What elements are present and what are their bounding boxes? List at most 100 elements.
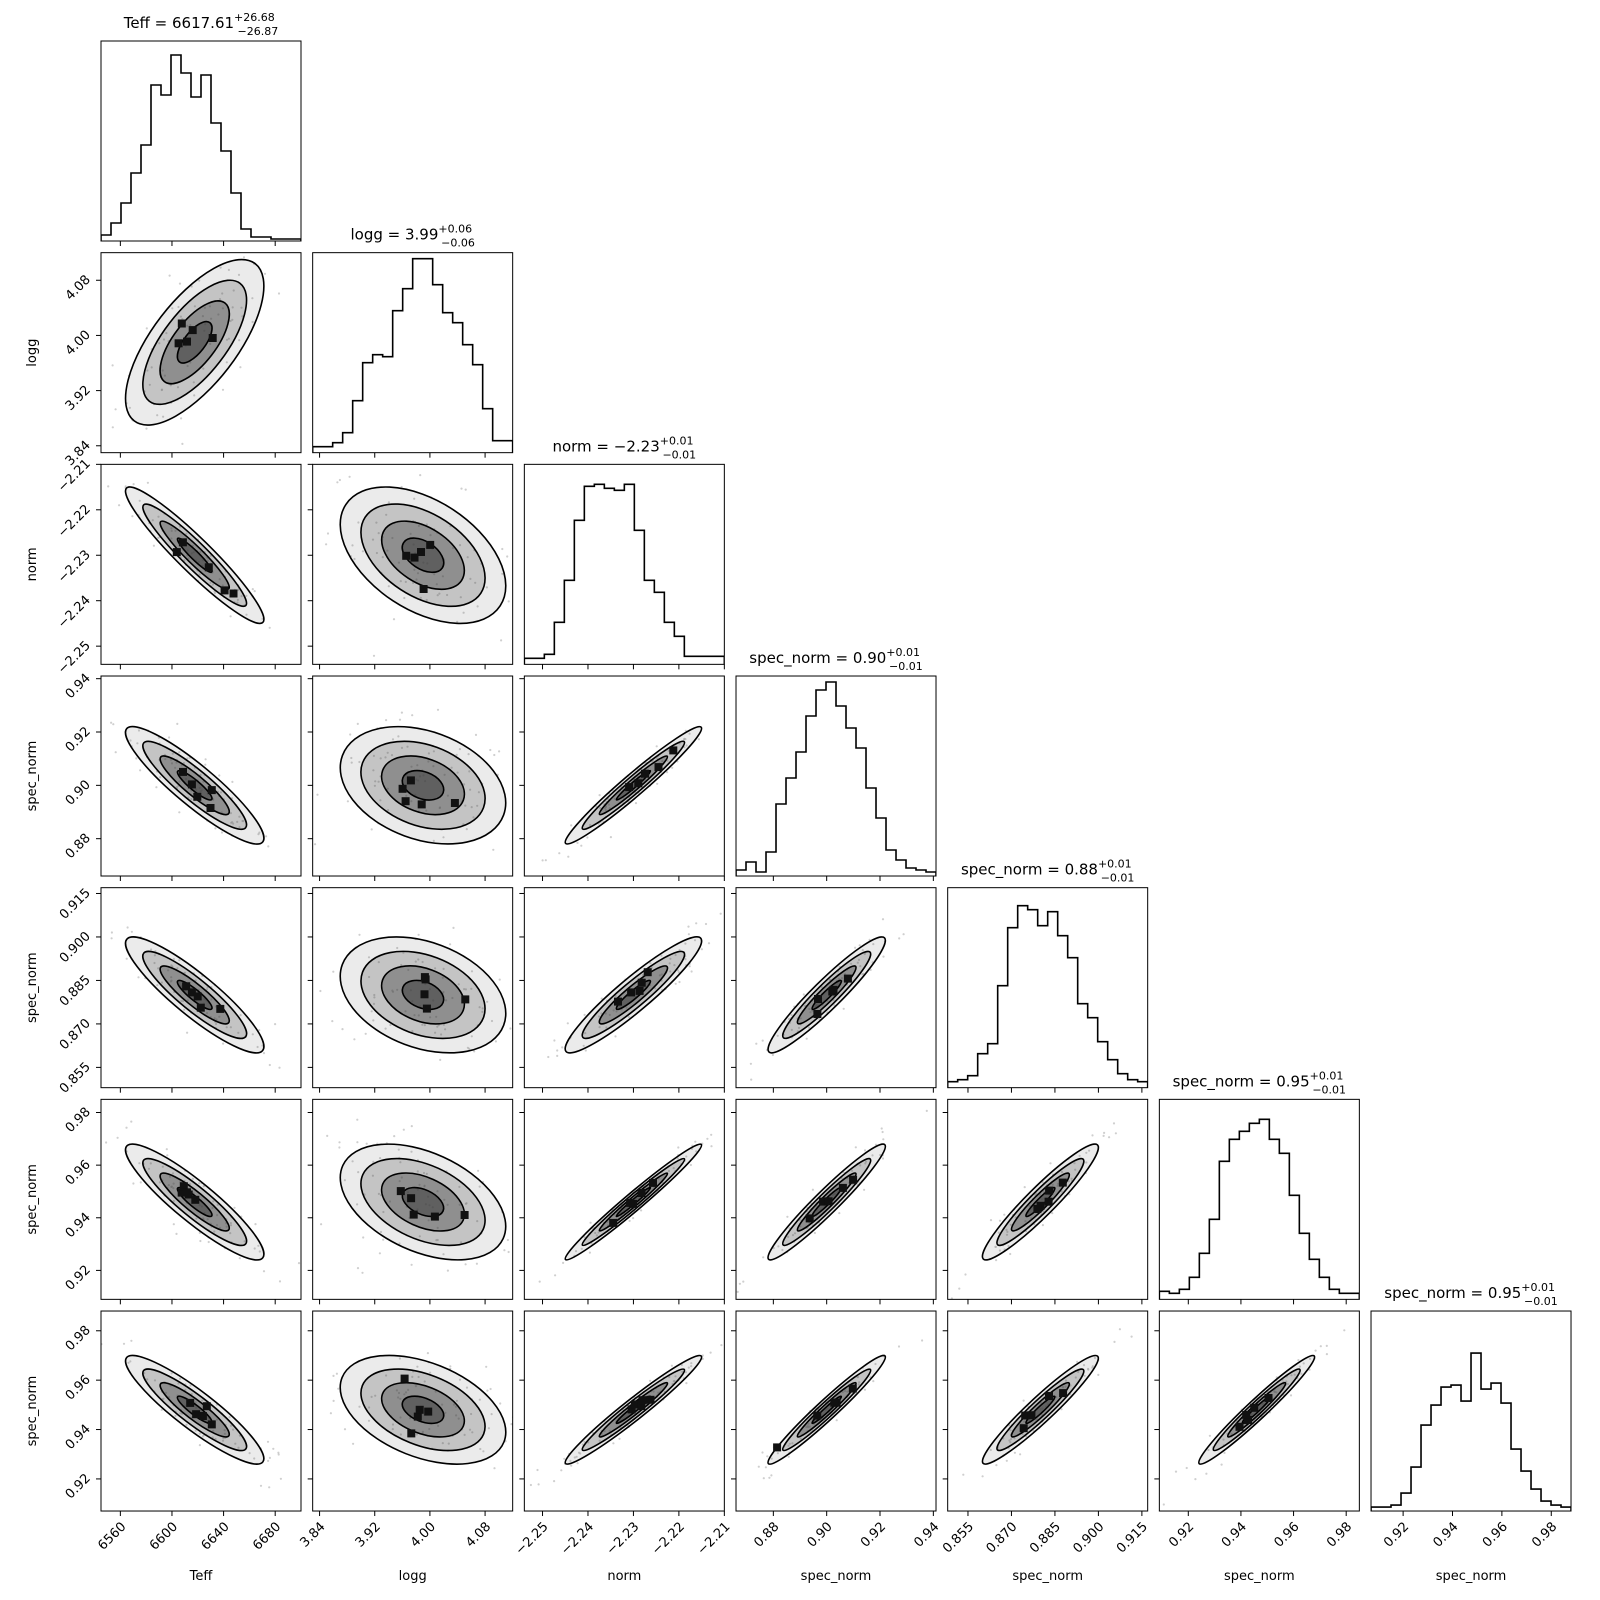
sample-point: [297, 932, 299, 934]
density-peak: [183, 337, 191, 346]
sample-point: [413, 568, 416, 571]
contour-line: [767, 1354, 887, 1465]
density-peak: [819, 1197, 828, 1206]
sample-point: [153, 961, 156, 965]
sample-point: [567, 855, 570, 858]
sample-point: [132, 1182, 135, 1185]
sample-point: [168, 736, 171, 739]
x-tick-label: 0.855: [940, 1519, 977, 1556]
sample-point: [772, 1247, 775, 1250]
sample-point: [110, 721, 113, 724]
sample-point: [239, 1014, 242, 1017]
sample-point: [519, 529, 521, 531]
sample-point: [399, 1397, 402, 1400]
sample-point: [441, 1403, 444, 1406]
sample-point: [396, 988, 399, 991]
sample-point: [437, 1424, 440, 1427]
density-peak: [196, 1003, 205, 1012]
density-peak: [420, 990, 429, 999]
sample-point: [243, 1144, 245, 1146]
scatter-panel-sn1-vs-Teff: 0.88 0.90 0.92 0.94: [63, 671, 302, 882]
sample-point: [163, 374, 166, 377]
sample-point: [167, 969, 170, 972]
sample-point: [674, 1375, 677, 1378]
y-tick-label: 0.915: [57, 886, 94, 923]
sample-point: [1194, 1478, 1197, 1481]
sample-point: [790, 1014, 793, 1017]
sample-point: [191, 1177, 194, 1180]
sample-point: [373, 784, 376, 787]
sample-point: [172, 1223, 175, 1226]
density-peak: [402, 551, 411, 560]
density-peak: [669, 746, 678, 755]
sample-point: [209, 554, 212, 558]
sample-point: [882, 1138, 885, 1141]
sample-point: [678, 980, 681, 984]
sample-point: [460, 487, 463, 490]
contour-line: [598, 755, 669, 816]
sample-point: [667, 749, 670, 752]
sample-point: [178, 1377, 182, 1380]
sample-point: [436, 1190, 439, 1193]
sample-point: [161, 369, 164, 372]
sample-point: [457, 983, 460, 986]
sample-point: [377, 532, 380, 535]
sample-point: [107, 485, 110, 488]
sample-point: [391, 1428, 394, 1431]
contour-line: [142, 279, 248, 406]
sample-point: [570, 824, 573, 827]
sample-point: [245, 594, 248, 597]
sample-point: [464, 488, 467, 491]
sample-point: [168, 274, 171, 277]
sample-point: [222, 1042, 225, 1045]
sample-point: [781, 1248, 784, 1252]
sample-point: [726, 720, 728, 722]
sample-point: [206, 559, 209, 562]
sample-point: [507, 600, 510, 603]
sample-point: [416, 1365, 419, 1368]
sample-point: [278, 1280, 282, 1283]
sample-point: [1005, 1228, 1008, 1231]
density-peak: [400, 1374, 409, 1383]
sample-point: [427, 1219, 430, 1222]
sample-point: [719, 912, 722, 915]
sample-point: [493, 1467, 496, 1470]
sample-point: [146, 1378, 149, 1381]
sample-point: [649, 962, 652, 965]
density-peak: [174, 339, 183, 348]
density-peak: [461, 995, 470, 1004]
sample-point: [419, 474, 422, 477]
density-peak: [183, 1188, 191, 1197]
sample-point: [553, 1480, 556, 1483]
sample-point: [351, 1160, 354, 1163]
sample-point: [416, 764, 419, 767]
sample-point: [174, 1414, 177, 1417]
sample-point: [126, 926, 129, 929]
contour-line: [781, 1157, 872, 1247]
sample-point: [374, 780, 377, 783]
sample-point: [574, 1250, 578, 1253]
sample-point: [863, 1149, 867, 1152]
sample-point: [458, 1185, 461, 1188]
sample-point: [1085, 1161, 1088, 1164]
sample-point: [358, 1405, 361, 1408]
x-axis-label-logg: logg: [399, 1569, 427, 1584]
sample-point: [158, 1181, 161, 1184]
sample-point: [258, 831, 261, 834]
sample-point: [399, 1161, 402, 1164]
sample-point: [1290, 1374, 1293, 1377]
sample-point: [265, 835, 268, 838]
sample-point: [677, 1146, 680, 1149]
sample-point: [995, 1464, 998, 1467]
sample-point: [268, 626, 271, 629]
sample-point: [234, 1442, 237, 1445]
panel-frame: [312, 463, 514, 665]
sample-point: [1293, 1373, 1296, 1376]
sample-point: [776, 1034, 779, 1037]
sample-point: [160, 1408, 163, 1411]
sample-point: [791, 1234, 795, 1237]
sample-point: [220, 831, 224, 834]
sample-point: [153, 1379, 157, 1382]
sample-point: [443, 773, 446, 776]
sample-point: [576, 1462, 579, 1465]
